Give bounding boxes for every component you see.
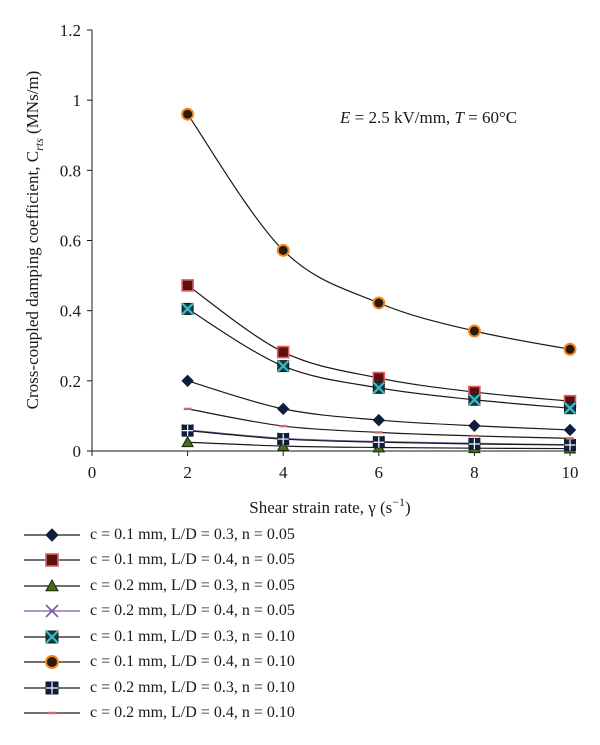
data-point-xsquare: [45, 629, 59, 644]
data-point-plussquare: [45, 681, 59, 695]
x-axis-title-end: ): [405, 498, 411, 517]
data-point-circle: [372, 296, 386, 310]
data-point-triangle: [45, 578, 59, 592]
data-point-circle: [181, 107, 195, 121]
x-axis-title-sup: −1: [392, 495, 405, 509]
legend-label: c = 0.1 mm, L/D = 0.4, n = 0.10: [90, 653, 295, 671]
legend-item: c = 0.1 mm, L/D = 0.3, n = 0.10: [22, 624, 582, 650]
x-axis-title: Shear strain rate, γ (s−1): [249, 495, 410, 517]
series-markers-8: [183, 407, 574, 440]
y-tick-label: 0: [73, 442, 82, 461]
legend-marker: [24, 629, 80, 644]
data-point-diamond: [181, 374, 194, 388]
legend-item: c = 0.2 mm, L/D = 0.4, n = 0.05: [22, 599, 582, 625]
series-markers-7: [181, 424, 576, 452]
data-point-diamond: [45, 528, 59, 542]
data-point-diamond: [563, 423, 577, 437]
annotation-t-rest: = 60°C: [464, 108, 517, 127]
legend-label: c = 0.1 mm, L/D = 0.3, n = 0.05: [90, 525, 295, 543]
data-point-circle: [467, 324, 481, 338]
legend-item: c = 0.2 mm, L/D = 0.3, n = 0.10: [22, 675, 582, 701]
y-tick-label: 0.8: [60, 161, 81, 180]
data-point-diamond: [372, 413, 386, 427]
series-markers-1: [181, 374, 577, 437]
data-point-triangle: [276, 439, 290, 451]
data-point-diamond: [276, 402, 290, 416]
data-point-xsquare: [276, 359, 290, 373]
legend-marker: [24, 681, 80, 695]
series-line-6: [187, 113, 571, 350]
data-point-plussquare: [564, 439, 576, 452]
series-lines: [187, 113, 571, 450]
legend-item: c = 0.1 mm, L/D = 0.4, n = 0.05: [22, 548, 582, 574]
x-tick-label: 8: [470, 463, 479, 482]
data-point-circle: [45, 655, 59, 670]
x-tick-label: 6: [375, 463, 384, 482]
data-point-plussquare: [181, 424, 194, 437]
legend-label: c = 0.2 mm, L/D = 0.4, n = 0.05: [90, 602, 295, 620]
data-point-xsquare: [181, 302, 194, 316]
legend-marker: [24, 578, 80, 592]
y-axis-title-main: Cross-coupled damping coefficient, C: [23, 151, 42, 409]
legend-label: c = 0.1 mm, L/D = 0.4, n = 0.05: [90, 551, 295, 569]
legend-marker: [24, 528, 80, 542]
legend-label: c = 0.2 mm, L/D = 0.3, n = 0.05: [90, 576, 295, 594]
series-markers-2: [181, 279, 577, 408]
data-point-circle: [563, 342, 577, 356]
legend: c = 0.1 mm, L/D = 0.3, n = 0.05 c = 0.1 m…: [22, 522, 582, 726]
chart: 0 0.2 0.4 0.6 0.8 1 1.2 0 2 4 6 8 10 E = 2.5 kV/mm, …: [23, 21, 579, 517]
legend-label: c = 0.2 mm, L/D = 0.3, n = 0.10: [90, 678, 295, 696]
data-point-plussquare: [468, 437, 481, 450]
legend-label: c = 0.2 mm, L/D = 0.4, n = 0.10: [90, 704, 295, 722]
annotation-t-var: T: [454, 108, 465, 127]
legend-item: c = 0.1 mm, L/D = 0.4, n = 0.10: [22, 650, 582, 676]
y-tick-label: 0.6: [60, 232, 81, 251]
legend-item: c = 0.2 mm, L/D = 0.3, n = 0.05: [22, 573, 582, 599]
x-axis-title-main: Shear strain rate, γ (s: [249, 498, 392, 517]
data-point-xsquare: [468, 393, 481, 407]
data-point-x: [45, 604, 59, 618]
data-point-square: [45, 553, 59, 568]
y-axis-title: Cross-coupled damping coefficient, Crts …: [23, 71, 46, 410]
legend-item: c = 0.2 mm, L/D = 0.4, n = 0.10: [22, 701, 582, 727]
legend-marker: [24, 553, 80, 568]
data-point-diamond: [468, 419, 481, 432]
data-point-triangle: [181, 435, 194, 448]
x-tick-label: 10: [562, 463, 579, 482]
y-tick-label: 0.2: [60, 372, 81, 391]
x-tick-label: 2: [183, 463, 192, 482]
annotation-e-var: E: [339, 108, 351, 127]
series-markers: [181, 107, 577, 454]
data-point-plussquare: [277, 433, 290, 446]
x-tick-label: 0: [88, 463, 97, 482]
y-tick-label: 1.2: [60, 21, 81, 40]
legend-marker: [24, 712, 80, 715]
x-tick-label: 4: [279, 463, 288, 482]
data-point-square: [181, 279, 194, 292]
data-point-circle: [276, 243, 290, 257]
y-axis-title-unit: (MNs/m): [23, 71, 42, 139]
annotation-e-rest: = 2.5 kV/mm,: [350, 108, 454, 127]
chart-annotation: E = 2.5 kV/mm, T = 60°C: [339, 108, 517, 127]
data-point-square: [276, 345, 290, 359]
axes: 0 0.2 0.4 0.6 0.8 1 1.2 0 2 4 6 8 10: [60, 21, 579, 482]
y-tick-label: 0.4: [60, 302, 82, 321]
data-point-xsquare: [372, 381, 386, 395]
data-point-xsquare: [563, 401, 577, 415]
series-markers-6: [181, 107, 577, 356]
y-axis-title-sub: rts: [32, 138, 46, 151]
legend-label: c = 0.1 mm, L/D = 0.3, n = 0.10: [90, 627, 295, 645]
series-markers-5: [181, 302, 577, 415]
legend-item: c = 0.1 mm, L/D = 0.3, n = 0.05: [22, 522, 582, 548]
data-point-plussquare: [372, 436, 385, 449]
legend-marker: [24, 655, 80, 670]
y-tick-label: 1: [73, 91, 82, 110]
legend-marker: [24, 604, 80, 618]
